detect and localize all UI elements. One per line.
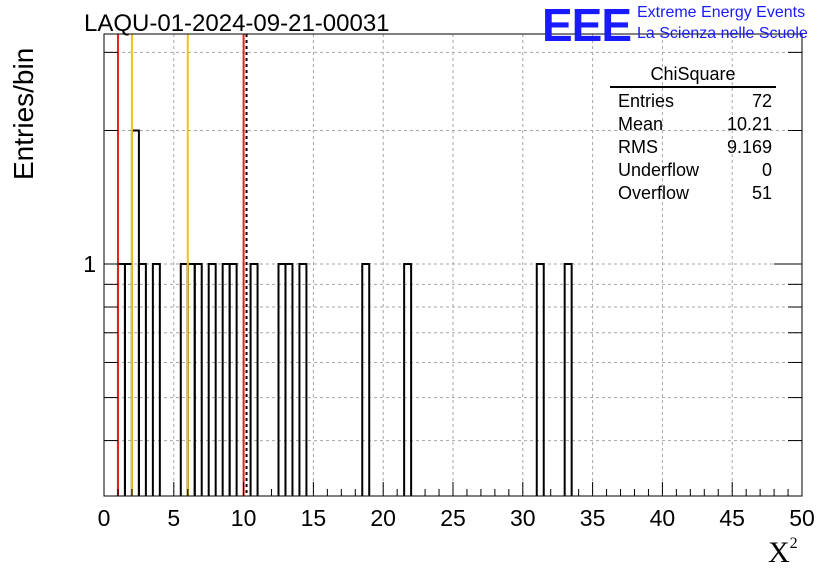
histogram-bin	[403, 263, 413, 496]
x-tick-label: 50	[789, 505, 815, 531]
histogram-bin	[221, 263, 231, 496]
x-tick-label: 40	[650, 505, 676, 531]
stats-label: Mean	[618, 114, 664, 134]
histogram-bin	[207, 263, 217, 496]
x-axis-label: X2	[768, 535, 798, 570]
stats-label: Underflow	[618, 160, 700, 180]
x-tick-label: 30	[510, 505, 536, 531]
histogram-bin	[137, 263, 147, 496]
stats-box: ChiSquare Entries 72 Mean 10.21 RMS 9.169 U…	[610, 64, 780, 206]
stats-value: 10.21	[726, 114, 772, 134]
stats-value: 72	[751, 91, 772, 111]
tick-labels: 0 5 10 15 20 25 30 35 40 45 50 1	[83, 251, 815, 531]
stats-row: Overflow 51	[610, 183, 780, 206]
histogram-bin	[563, 263, 573, 496]
histogram-bin	[193, 263, 203, 496]
x-tick-label: 45	[719, 505, 745, 531]
stats-value: 51	[751, 183, 772, 203]
stats-value: 0	[761, 160, 772, 180]
x-tick-label: 35	[580, 505, 606, 531]
stats-row: RMS 9.169	[610, 137, 780, 160]
reference-lines	[116, 34, 248, 496]
histogram-bin	[361, 263, 371, 496]
x-tick-label: 10	[231, 505, 257, 531]
x-tick-label: 25	[440, 505, 466, 531]
eee-logo: EEE	[542, 0, 632, 51]
run-title: LAQU-01-2024-09-21-00031	[84, 10, 390, 37]
logo-line-1: Extreme Energy Events	[637, 4, 806, 21]
histogram-bars	[116, 129, 573, 496]
stats-row: Entries 72	[610, 91, 780, 114]
histogram-bin	[298, 263, 308, 496]
stats-value: 9.169	[726, 137, 772, 157]
x-tick-label: 0	[98, 505, 111, 531]
stats-label: Entries	[618, 91, 675, 111]
x-axis-label-text: X	[768, 536, 790, 569]
histogram-bin	[228, 263, 238, 496]
histogram-bin	[116, 263, 126, 496]
stats-row: Underflow 0	[610, 160, 780, 183]
histogram-bin	[130, 129, 140, 496]
logo-line-2: La Scienza nelle Scuole	[637, 25, 808, 42]
histogram-bin	[249, 263, 259, 496]
histogram-bin	[123, 263, 133, 496]
stats-row: Mean 10.21	[610, 114, 780, 137]
stats-label: RMS	[618, 137, 658, 157]
x-tick-label: 5	[167, 505, 180, 531]
histogram-bin	[284, 263, 294, 496]
x-axis-label-exponent: 2	[789, 535, 798, 552]
grid-lines	[104, 34, 802, 496]
stats-title: ChiSquare	[610, 64, 776, 88]
y-axis-label: Entries/bin	[8, 47, 39, 180]
x-tick-label: 15	[301, 505, 327, 531]
histogram-bin	[151, 263, 161, 496]
x-tick-label: 20	[370, 505, 396, 531]
axis-ticks	[103, 51, 803, 496]
y-tick-label: 1	[83, 251, 96, 277]
stats-label: Overflow	[618, 183, 690, 203]
histogram-bin	[179, 263, 189, 496]
histogram-bin	[535, 263, 545, 496]
histogram-bin	[186, 263, 196, 496]
histogram-bin	[277, 263, 287, 496]
